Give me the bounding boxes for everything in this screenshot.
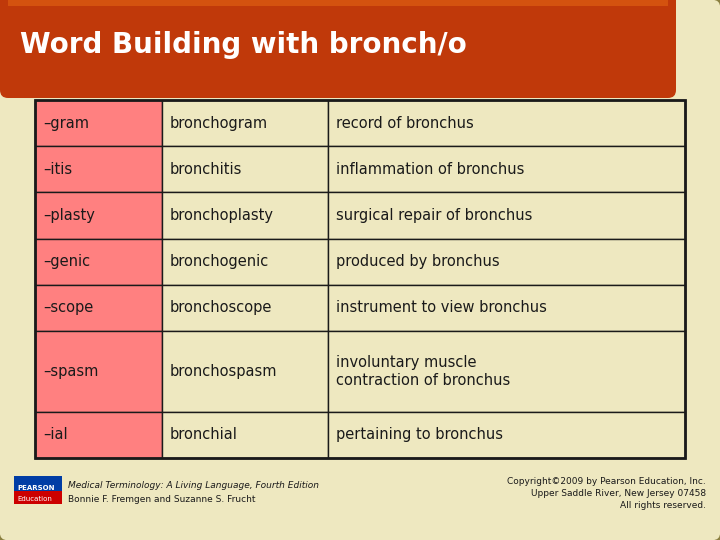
Bar	[35, 239, 162, 285]
Bar	[35, 100, 685, 458]
Text: involuntary muscle
contraction of bronchus: involuntary muscle contraction of bronch…	[336, 355, 510, 388]
Text: Education: Education	[17, 496, 52, 502]
Text: –plasty: –plasty	[43, 208, 95, 223]
Bar	[35, 146, 162, 192]
Text: produced by bronchus: produced by bronchus	[336, 254, 499, 269]
Bar	[162, 285, 328, 331]
Text: surgical repair of bronchus: surgical repair of bronchus	[336, 208, 532, 223]
Bar	[328, 146, 685, 192]
Text: –gram: –gram	[43, 116, 89, 131]
Bar	[162, 239, 328, 285]
Bar	[35, 285, 162, 331]
Text: Word Building with bronch/o: Word Building with bronch/o	[20, 31, 467, 59]
Bar	[35, 331, 162, 412]
Text: instrument to view bronchus: instrument to view bronchus	[336, 300, 546, 315]
Text: –spasm: –spasm	[43, 364, 99, 379]
Bar	[14, 476, 62, 504]
Text: bronchogenic: bronchogenic	[170, 254, 269, 269]
Text: Medical Terminology: A Living Language, Fourth Edition: Medical Terminology: A Living Language, …	[68, 482, 319, 490]
Bar	[35, 100, 162, 146]
Bar	[328, 192, 685, 239]
Text: –itis: –itis	[43, 162, 72, 177]
Text: bronchoplasty: bronchoplasty	[170, 208, 274, 223]
Bar	[328, 100, 685, 146]
Text: Upper Saddle River, New Jersey 07458: Upper Saddle River, New Jersey 07458	[531, 489, 706, 498]
Bar	[162, 331, 328, 412]
Text: bronchoscope: bronchoscope	[170, 300, 272, 315]
Text: record of bronchus: record of bronchus	[336, 116, 473, 131]
Text: pertaining to bronchus: pertaining to bronchus	[336, 427, 503, 442]
FancyBboxPatch shape	[0, 0, 676, 98]
Text: bronchial: bronchial	[170, 427, 238, 442]
Text: –scope: –scope	[43, 300, 94, 315]
Text: –ial: –ial	[43, 427, 68, 442]
Text: Bonnie F. Fremgen and Suzanne S. Frucht: Bonnie F. Fremgen and Suzanne S. Frucht	[68, 496, 256, 504]
Text: All rights reserved.: All rights reserved.	[620, 502, 706, 510]
Bar	[328, 285, 685, 331]
Bar	[162, 146, 328, 192]
Text: –genic: –genic	[43, 254, 90, 269]
Bar	[35, 192, 162, 239]
Bar	[328, 412, 685, 458]
Text: PEARSON: PEARSON	[17, 485, 55, 491]
Bar	[162, 412, 328, 458]
Text: Copyright©2009 by Pearson Education, Inc.: Copyright©2009 by Pearson Education, Inc…	[508, 477, 706, 487]
Text: bronchogram: bronchogram	[170, 116, 268, 131]
Bar	[162, 192, 328, 239]
Bar	[35, 412, 162, 458]
Bar	[162, 100, 328, 146]
Bar	[328, 239, 685, 285]
Bar	[8, 0, 648, 90]
Text: inflammation of bronchus: inflammation of bronchus	[336, 162, 524, 177]
Text: bronchospasm: bronchospasm	[170, 364, 277, 379]
Bar	[14, 491, 62, 504]
Bar	[8, 0, 668, 6]
Text: bronchitis: bronchitis	[170, 162, 242, 177]
Bar	[328, 331, 685, 412]
